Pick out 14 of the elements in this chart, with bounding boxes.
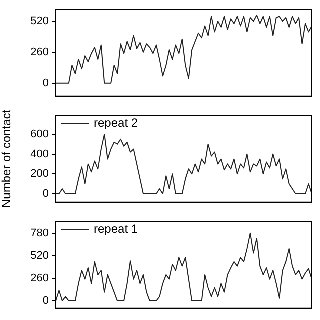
y-tick-label: 0 bbox=[42, 77, 49, 90]
y-tick-label: 260 bbox=[30, 272, 49, 284]
y-tick-label: 600 bbox=[30, 128, 49, 140]
y-tick-label: 400 bbox=[30, 148, 49, 160]
y-tick-label: 260 bbox=[30, 46, 49, 58]
legend-label: repeat 2 bbox=[94, 116, 138, 130]
y-tick-label: 200 bbox=[30, 168, 49, 180]
y-tick-label: 0 bbox=[42, 295, 49, 308]
y-tick-label: 780 bbox=[30, 227, 49, 240]
y-tick-label: 520 bbox=[30, 250, 49, 262]
y-tick-label: 520 bbox=[30, 16, 49, 28]
y-tick-label: 0 bbox=[42, 188, 49, 200]
y-axis-title: Number of contact bbox=[0, 109, 14, 208]
legend-label: repeat 1 bbox=[94, 222, 138, 236]
